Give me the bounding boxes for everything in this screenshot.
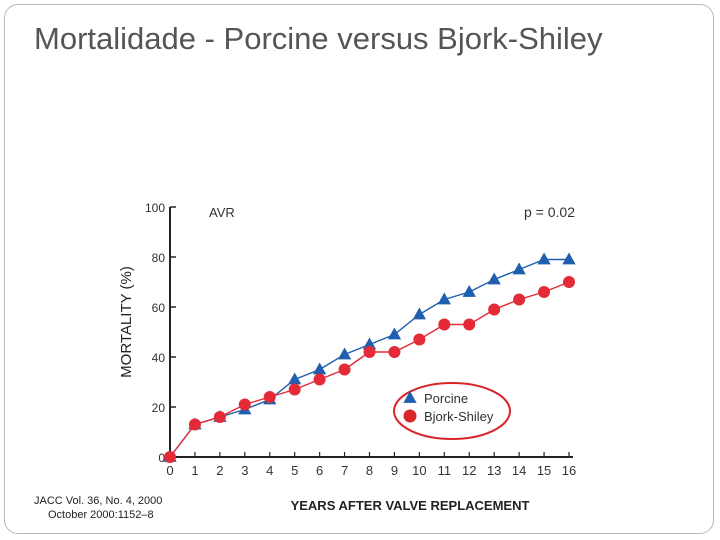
bjork-shiley-point (238, 398, 251, 411)
bjork-shiley-point (188, 418, 201, 431)
bjork-shiley-point (438, 318, 451, 331)
y-tick-label: 40 (152, 351, 166, 365)
porcine-point (412, 307, 427, 320)
x-tick-label: 10 (412, 463, 426, 478)
y-axis-label: MORTALITY (%) (118, 266, 135, 378)
bjork-shiley-point (263, 391, 276, 403)
porcine-point (288, 372, 302, 385)
legend-bjork-shiley-label: Bjork-Shiley (424, 409, 494, 424)
x-tick-label: 0 (166, 463, 173, 478)
porcine-point (362, 337, 377, 350)
x-tick-label: 11 (438, 463, 452, 478)
x-tick-label: 8 (366, 463, 373, 478)
x-tick-label: 12 (462, 463, 476, 478)
slide-title: Mortalidade - Porcine versus Bjork-Shile… (34, 21, 603, 56)
chart-labels: AVR p = 0.02 YEARS AFTER VALVE REPLACEME… (118, 204, 575, 513)
y-tick-label: 20 (152, 401, 166, 415)
bjork-shiley-point (338, 363, 351, 376)
y-tick-label: 60 (152, 301, 166, 315)
series-lines (169, 258, 570, 458)
p-value-annotation: p = 0.02 (524, 204, 575, 220)
porcine-point (437, 292, 451, 305)
series-markers (163, 252, 576, 463)
x-tick-label: 6 (316, 463, 323, 478)
citation: JACC Vol. 36, No. 4, 2000 October 2000:1… (34, 494, 162, 522)
citation-line-2: October 2000:1152–8 (48, 509, 154, 521)
bjork-shiley-point (363, 346, 376, 358)
x-tick-label: 1 (191, 463, 198, 478)
x-tick-label: 9 (391, 463, 398, 478)
bjork-shiley-point (213, 411, 226, 423)
y-tick-label: 0 (158, 451, 165, 465)
legend-porcine-label: Porcine (424, 391, 468, 406)
x-tick-label: 7 (341, 463, 348, 478)
bjork-shiley-point (563, 276, 575, 288)
legend-bjork-shiley-marker (403, 409, 417, 423)
x-tick-label: 2 (216, 463, 223, 478)
panel-label: AVR (209, 205, 235, 220)
bjork-shiley-point (288, 383, 301, 396)
bjork-shiley-line (169, 281, 570, 458)
bjork-shiley-point (513, 293, 526, 306)
x-tick-label: 4 (266, 463, 273, 478)
x-tick-label: 13 (487, 463, 501, 478)
x-tick-label: 15 (537, 463, 551, 478)
porcine-point (337, 347, 352, 360)
bjork-shiley-point (538, 286, 551, 298)
porcine-point (512, 262, 526, 275)
x-tick-label: 5 (291, 463, 298, 478)
bjork-shiley-point (388, 346, 401, 358)
x-axis-label: YEARS AFTER VALVE REPLACEMENT (291, 498, 530, 513)
porcine-point (562, 252, 576, 265)
porcine-point (387, 327, 402, 340)
y-tick-label: 80 (152, 251, 166, 265)
bjork-shiley-point (313, 373, 326, 386)
x-tick-label: 16 (562, 463, 576, 478)
porcine-point (462, 285, 476, 297)
slide-frame (4, 4, 714, 534)
bjork-shiley-point (463, 318, 476, 331)
porcine-point (487, 272, 501, 285)
bjork-shiley-point (488, 303, 501, 316)
porcine-line (169, 258, 569, 458)
legend-porcine-marker (403, 391, 417, 403)
legend-highlight-circle (393, 382, 511, 440)
bjork-shiley-point (164, 451, 176, 463)
chart-legend: Porcine Bjork-Shiley (393, 382, 511, 440)
y-tick-label: 100 (145, 201, 165, 215)
x-tick-label: 3 (241, 463, 248, 478)
porcine-point (312, 362, 327, 375)
porcine-point (537, 252, 551, 265)
citation-line-1: JACC Vol. 36, No. 4, 2000 (34, 495, 163, 507)
bjork-shiley-point (413, 333, 426, 346)
x-tick-label: 14 (512, 463, 526, 478)
